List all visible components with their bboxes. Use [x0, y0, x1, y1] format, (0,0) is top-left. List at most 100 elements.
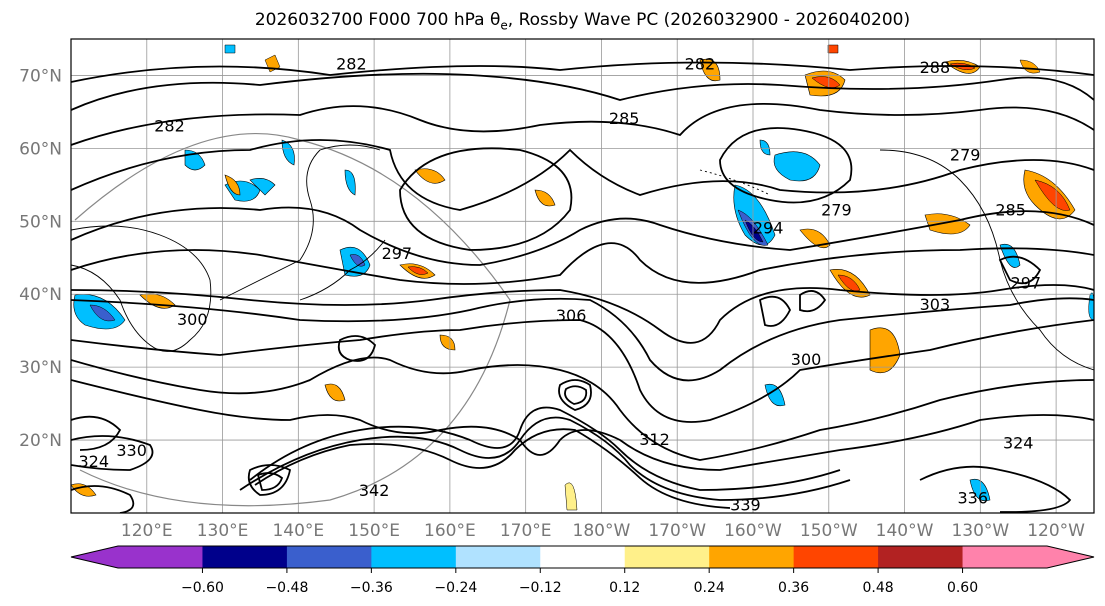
- colorbar-segment: [455, 546, 541, 568]
- colorbar-max-extension: [1047, 546, 1094, 568]
- contour-line: [71, 242, 1094, 285]
- colorbar-tick-labels: −0.60 −0.48 −0.36 −0.24 −0.12 0.12 0.24 0.36 0.4…: [181, 568, 978, 596]
- contour-value-label: 297: [382, 244, 413, 263]
- positive-anomaly-area: [564, 482, 578, 511]
- colorbar-tick-label: 0.36: [778, 580, 809, 596]
- negative-anomaly-area: [773, 151, 821, 182]
- contour-line: [256, 472, 284, 491]
- map-frame: [70, 38, 1095, 514]
- longitude-label: 130°E: [197, 521, 249, 541]
- colorbar-segment: [540, 546, 626, 568]
- positive-anomaly-area: [827, 44, 839, 54]
- longitude-label: 160°E: [424, 521, 476, 541]
- contour-line: [249, 406, 841, 491]
- positive-anomaly-area: [1034, 179, 1071, 211]
- colorbar-segment: [118, 546, 203, 568]
- positive-anomaly-area: [414, 168, 446, 184]
- coastline-asia: [219, 144, 381, 301]
- positive-anomaly-area: [534, 189, 556, 207]
- colorbar-segment: [793, 546, 879, 568]
- latitude-label: 20°N: [19, 431, 62, 451]
- shaded-anomaly-layer: [71, 44, 1094, 511]
- colorbar-tick-label: −0.24: [434, 580, 477, 596]
- positive-anomaly-area: [407, 266, 429, 275]
- positive-anomaly-area: [924, 213, 971, 235]
- coastlines: [71, 144, 1094, 371]
- contour-value-label: 300: [177, 310, 208, 329]
- latitude-labels: 70°N 60°N 50°N 40°N 30°N 20°N: [19, 66, 62, 451]
- title-suffix: , Rossby Wave PC (2026032900 - 202604020…: [507, 10, 911, 30]
- longitude-label: 180°W: [573, 521, 631, 541]
- map-background: [71, 39, 1094, 513]
- contour-value-label: 339: [730, 496, 761, 515]
- contour-value-label: 288: [920, 58, 951, 77]
- contour-line: [71, 206, 1094, 266]
- colorbar: [70, 545, 1095, 569]
- contour-line: [337, 335, 376, 362]
- negative-anomaly-area: [224, 44, 236, 54]
- contour-value-label: 300: [791, 350, 822, 369]
- negative-anomaly-area: [344, 169, 356, 196]
- title-prefix: 2026032700 F000 700 hPa θ: [254, 10, 501, 30]
- negative-anomaly-area: [759, 139, 771, 156]
- contour-value-label: 279: [821, 200, 852, 219]
- colorbar-tick-label: −0.12: [519, 580, 562, 596]
- longitude-label: 130°W: [951, 521, 1009, 541]
- longitude-label: 120°W: [1027, 521, 1085, 541]
- longitude-label: 170°E: [500, 521, 552, 541]
- contour-line: [71, 415, 122, 451]
- positive-anomaly-area: [837, 274, 861, 292]
- colorbar-tick-label: −0.48: [265, 580, 308, 596]
- contour-labels: 282 282 282 285 288 279 279 285 294 297 297 303 306 3…: [78, 55, 1041, 515]
- colorbar-min-extension: [71, 546, 118, 568]
- longitude-labels: 120°E 130°E 140°E 150°E 160°E 170°E 180°W 170°W…: [121, 521, 1085, 541]
- negative-anomaly-area: [1088, 292, 1094, 321]
- coastline-asia: [71, 225, 212, 352]
- longitude-label: 150°E: [348, 521, 400, 541]
- colorbar-segment: [878, 546, 964, 568]
- positive-anomaly-area: [811, 76, 841, 89]
- positive-anomaly-area: [224, 174, 241, 196]
- contour-line: [758, 295, 792, 327]
- contour-value-label: 297: [1011, 273, 1042, 292]
- negative-anomaly-area: [764, 383, 786, 407]
- contour-line: [799, 290, 827, 313]
- contour-value-label: 303: [920, 295, 951, 314]
- contour-value-label: 312: [639, 430, 670, 449]
- contour-line: [71, 319, 1094, 423]
- map-title: 2026032700 F000 700 hPa θe, Rossby Wave …: [0, 10, 1105, 32]
- negative-anomaly-area: [281, 139, 295, 166]
- contour-line: [71, 139, 1094, 211]
- great-circle-arc: [74, 133, 511, 507]
- positive-anomaly-area: [324, 383, 346, 402]
- negative-anomaly-area: [744, 219, 764, 243]
- contour-value-label: 282: [154, 117, 185, 136]
- contour-value-label: 324: [78, 452, 109, 471]
- longitude-label: 150°W: [800, 521, 858, 541]
- contour-line: [71, 435, 154, 471]
- contour-line: [71, 297, 1094, 382]
- contour-line: [558, 379, 592, 411]
- contour-line: [71, 72, 1094, 111]
- contour-line: [399, 147, 573, 251]
- colorbar-outline: [70, 545, 1095, 569]
- contour-value-label: 294: [753, 219, 784, 238]
- contour-value-label: 306: [556, 306, 587, 325]
- contour-line: [71, 284, 1094, 344]
- latitude-label: 30°N: [19, 358, 62, 378]
- negative-anomaly-area: [999, 243, 1021, 268]
- contour-value-label: 324: [1003, 434, 1034, 453]
- contour-line: [919, 465, 1072, 513]
- colorbar-tick-label: 0.60: [947, 580, 978, 596]
- theta-e-contours: [71, 61, 1094, 513]
- contour-value-label: 282: [336, 55, 367, 74]
- longitude-label: 160°W: [724, 521, 782, 541]
- coastline-north-america: [879, 149, 1094, 371]
- colorbar-tick-label: −0.36: [350, 580, 393, 596]
- contour-line: [247, 464, 292, 496]
- colorbar-segment: [709, 546, 795, 568]
- longitude-label: 140°W: [876, 521, 934, 541]
- positive-anomaly-area: [799, 228, 831, 249]
- title-subscript: e: [500, 18, 508, 33]
